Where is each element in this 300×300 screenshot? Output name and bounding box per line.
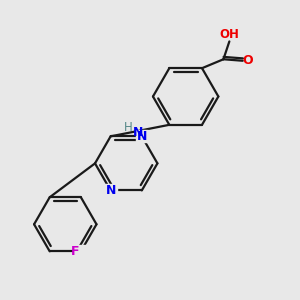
Bar xyxy=(74,245,87,258)
Text: F: F xyxy=(71,245,80,258)
Text: OH: OH xyxy=(219,28,239,41)
Text: N: N xyxy=(133,126,144,139)
Text: N: N xyxy=(105,184,116,197)
Text: H: H xyxy=(124,121,133,134)
Text: O: O xyxy=(243,54,254,67)
Text: N: N xyxy=(136,130,147,143)
Bar xyxy=(136,130,148,142)
Bar xyxy=(105,184,117,196)
